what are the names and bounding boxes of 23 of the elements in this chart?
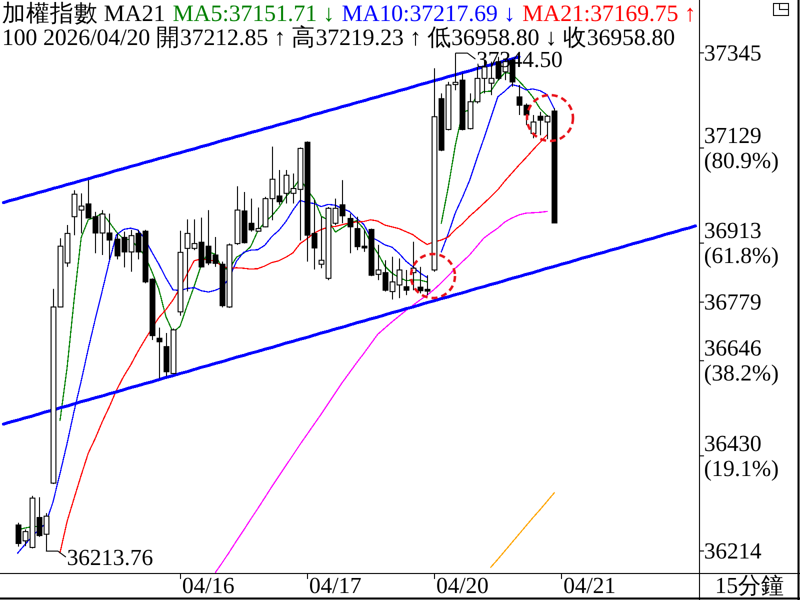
x-axis-title: 15分鐘: [715, 573, 784, 598]
candlestick: [404, 269, 410, 296]
annotation: 36213.76: [66, 545, 154, 570]
text: 100 2026/04/20 開37212.85 ↑ 高37219.23 ↑ 低36958.80 ↓ 收36958.80: [2, 24, 676, 51]
y-tick-label: 36646 (38.2%): [704, 336, 779, 386]
line-series: [490, 492, 555, 568]
y-tick-label: 36430 (19.1%): [704, 430, 779, 481]
text: MA21:37169.75 ↑: [522, 1, 696, 27]
y-tick-label: 36214: [704, 538, 762, 564]
y-tick-label: 36913 (61.8%): [704, 218, 779, 268]
x-tick-label: 04/20: [436, 573, 489, 598]
y-tick-label: 36779: [704, 290, 762, 315]
x-tick-label: 04/21: [563, 573, 616, 598]
line-series: [214, 210, 548, 573]
x-tick-label: 04/17: [309, 573, 362, 598]
candlestick: [348, 213, 354, 254]
chart-title: 加權指數 MA21: [2, 1, 166, 27]
x-tick-label: 04/16: [182, 573, 234, 598]
candlestick: [530, 114, 536, 139]
y-tick-label: 37129 (80.9%): [704, 122, 779, 173]
text: MA10:37217.69 ↓: [342, 1, 516, 27]
candlestick: [156, 327, 162, 379]
y-tick-label: 37345: [704, 40, 762, 66]
